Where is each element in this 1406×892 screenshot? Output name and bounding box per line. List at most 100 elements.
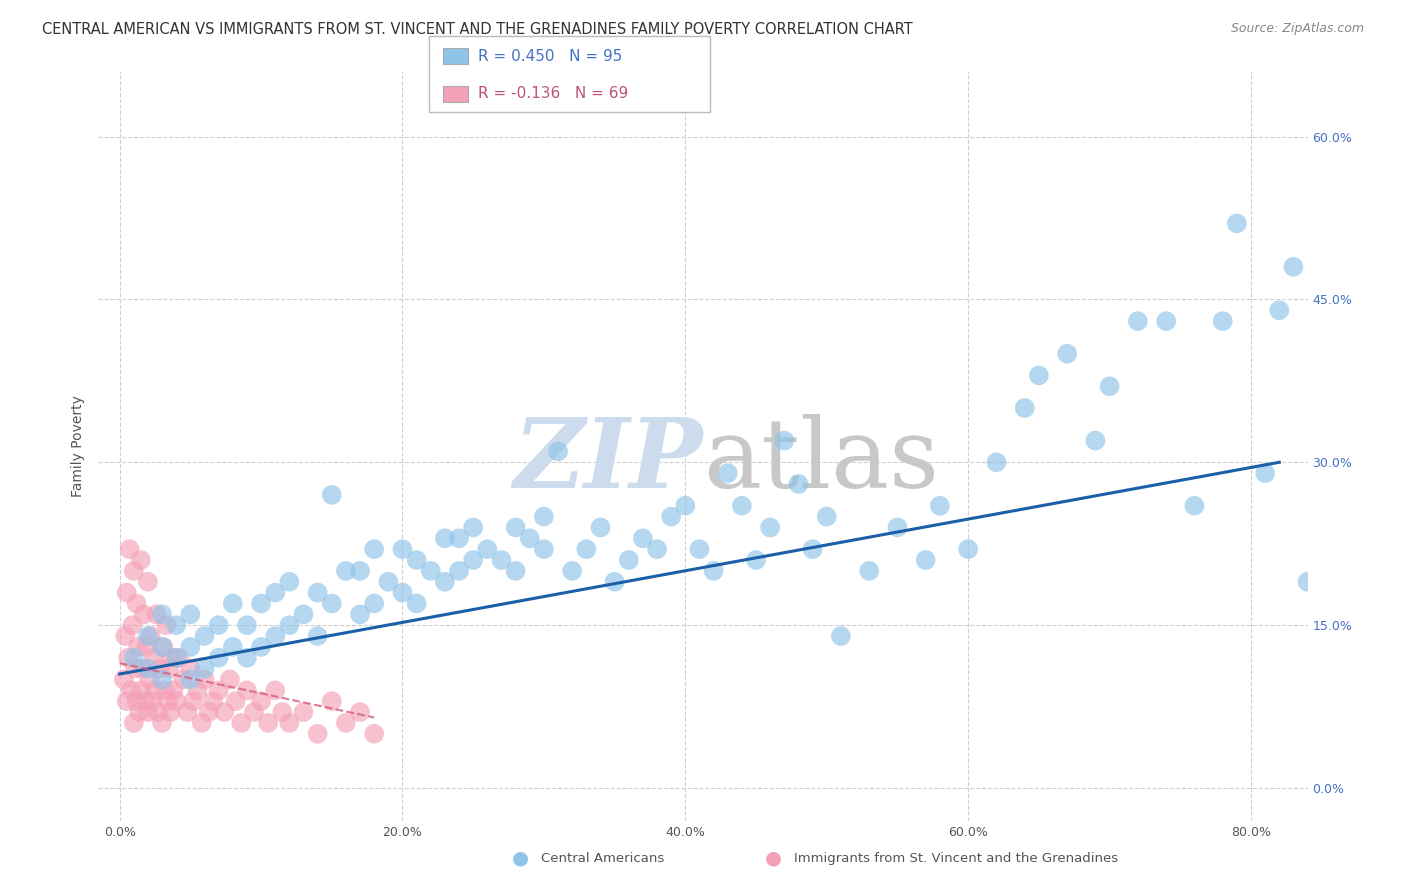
- Point: [219, 673, 242, 687]
- Point: [128, 705, 150, 719]
- Point: [156, 694, 179, 708]
- Point: [207, 683, 229, 698]
- Point: [207, 618, 229, 632]
- Point: [645, 542, 668, 557]
- Text: Source: ZipAtlas.com: Source: ZipAtlas.com: [1230, 22, 1364, 36]
- Point: [547, 444, 569, 458]
- Point: [349, 705, 371, 719]
- Point: [419, 564, 441, 578]
- Point: [264, 629, 287, 643]
- Text: Central Americans: Central Americans: [541, 852, 665, 864]
- Point: [307, 727, 329, 741]
- Point: [157, 662, 180, 676]
- Point: [292, 705, 315, 719]
- Text: atlas: atlas: [703, 414, 939, 508]
- Point: [160, 650, 183, 665]
- Point: [1296, 574, 1319, 589]
- Point: [463, 520, 485, 534]
- Point: [433, 531, 456, 545]
- Point: [222, 640, 245, 654]
- Point: [631, 531, 654, 545]
- Point: [152, 640, 174, 654]
- Point: [292, 607, 315, 622]
- Point: [731, 499, 754, 513]
- Point: [124, 662, 146, 676]
- Point: [1098, 379, 1121, 393]
- Point: [491, 553, 513, 567]
- Point: [519, 531, 541, 545]
- Point: [858, 564, 880, 578]
- Point: [377, 574, 399, 589]
- Point: [131, 662, 153, 676]
- Point: [120, 683, 142, 698]
- Point: [321, 694, 343, 708]
- Point: [193, 629, 215, 643]
- Point: [165, 618, 187, 632]
- Point: [225, 694, 247, 708]
- Point: [134, 694, 156, 708]
- Point: [405, 553, 427, 567]
- Point: [222, 597, 245, 611]
- Point: [1084, 434, 1107, 448]
- Point: [201, 694, 224, 708]
- Point: [135, 640, 157, 654]
- Point: [143, 683, 166, 698]
- Text: R = -0.136   N = 69: R = -0.136 N = 69: [478, 87, 628, 102]
- Point: [129, 683, 152, 698]
- Point: [928, 499, 950, 513]
- Text: ZIP: ZIP: [513, 414, 703, 508]
- Point: [231, 715, 253, 730]
- Point: [236, 650, 259, 665]
- Point: [236, 618, 259, 632]
- Point: [349, 564, 371, 578]
- Point: [307, 585, 329, 599]
- Point: [335, 715, 357, 730]
- Text: ●: ●: [512, 848, 529, 868]
- Point: [243, 705, 266, 719]
- Point: [673, 499, 696, 513]
- Point: [150, 607, 173, 622]
- Point: [115, 585, 138, 599]
- Point: [165, 694, 187, 708]
- Point: [257, 715, 280, 730]
- Point: [197, 705, 219, 719]
- Point: [589, 520, 612, 534]
- Point: [150, 640, 173, 654]
- Point: [801, 542, 824, 557]
- Point: [159, 705, 181, 719]
- Point: [363, 597, 385, 611]
- Point: [447, 531, 470, 545]
- Point: [1226, 216, 1249, 230]
- Point: [179, 607, 201, 622]
- Point: [236, 683, 259, 698]
- Point: [703, 564, 725, 578]
- Text: ●: ●: [765, 848, 782, 868]
- Point: [264, 585, 287, 599]
- Point: [207, 650, 229, 665]
- Point: [129, 553, 152, 567]
- Point: [1212, 314, 1234, 328]
- Point: [167, 650, 190, 665]
- Point: [125, 694, 148, 708]
- Point: [150, 715, 173, 730]
- Point: [886, 520, 908, 534]
- Point: [136, 629, 159, 643]
- Point: [118, 542, 141, 557]
- Point: [307, 629, 329, 643]
- Point: [717, 466, 740, 480]
- Point: [271, 705, 294, 719]
- Point: [112, 673, 135, 687]
- Point: [957, 542, 980, 557]
- Point: [1056, 347, 1078, 361]
- Point: [391, 542, 413, 557]
- Point: [533, 542, 555, 557]
- Point: [181, 694, 204, 708]
- Point: [139, 629, 162, 643]
- Point: [250, 694, 273, 708]
- Point: [745, 553, 768, 567]
- Point: [150, 673, 173, 687]
- Point: [505, 520, 527, 534]
- Point: [533, 509, 555, 524]
- Point: [830, 629, 852, 643]
- Point: [349, 607, 371, 622]
